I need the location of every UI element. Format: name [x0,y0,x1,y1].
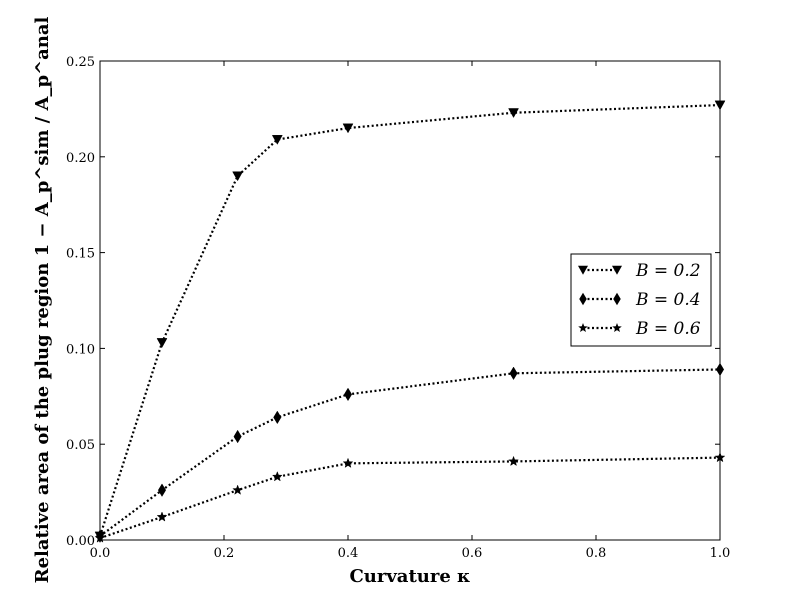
data-point [509,366,518,381]
data-point [271,135,283,145]
data-point [233,429,242,444]
x-tick-label: 0.6 [462,546,483,561]
x-tick-label: 0.0 [90,546,111,561]
x-tick-label: 1.0 [710,546,731,561]
legend-box [570,253,712,347]
legend-label: B = 0.4 [635,290,701,310]
data-point [343,387,353,402]
ticks-layer: 0.0 0.2 0.4 0.6 0.8 1.0 0.00 0.05 0.10 0.15 0.20 0.… [66,55,730,561]
data-point [157,483,167,497]
legend-swatch-marker [612,323,622,333]
y-tick-label: 0.05 [66,438,95,453]
data-point [156,511,168,522]
data-point [232,484,244,495]
data-point [508,455,519,467]
x-tick-label: 0.2 [214,546,235,561]
y-tick-label: 0.20 [66,151,95,166]
legend: B = 0.2 B = 0.4 B = 0.6 [570,253,712,347]
y-tick-label: 0.15 [66,247,95,262]
y-tick-label: 0.25 [66,55,95,70]
legend-swatch-marker [613,292,621,306]
legend-label: B = 0.2 [635,261,701,281]
x-axis-title: Curvature κ [349,566,470,587]
y-tick-label: 0.10 [66,342,95,357]
data-point [273,410,282,425]
y-tick-label: 0.00 [66,534,95,549]
legend-swatch-marker [578,323,588,333]
plot-frame [99,60,721,541]
y-axis-title: Relative area of the plug region 1 − A_p… [32,16,53,583]
legend-swatch-marker [578,265,588,275]
data-point [232,171,244,182]
data-point [156,338,168,348]
data-point [342,123,354,134]
data-point [508,108,519,118]
data-point [271,471,283,482]
x-tick-label: 0.8 [586,546,607,561]
legend-label: B = 0.6 [635,319,701,339]
legend-swatch-marker [612,265,622,275]
x-tick-label: 0.4 [338,546,359,561]
data-point [342,457,354,468]
legend-swatch-marker [579,292,587,306]
